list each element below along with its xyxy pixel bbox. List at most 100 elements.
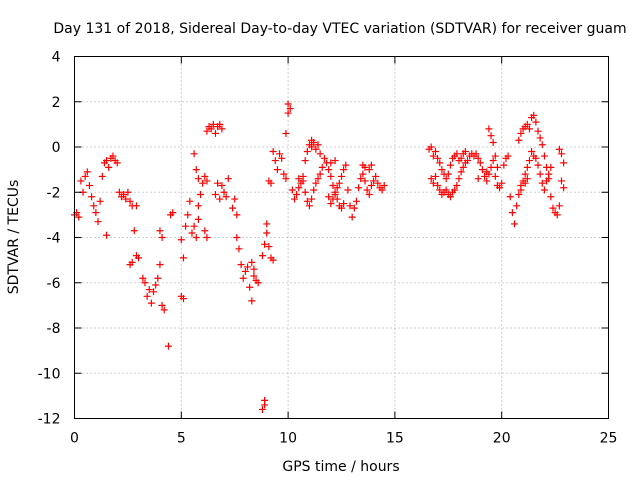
x-tick-label: 20	[493, 431, 511, 447]
data-point	[109, 152, 117, 160]
data-point	[258, 252, 266, 260]
data-point	[305, 202, 313, 210]
grid	[74, 56, 609, 419]
data-point	[156, 227, 164, 235]
data-point	[314, 141, 322, 149]
data-point	[478, 166, 486, 174]
data-point	[508, 209, 516, 217]
data-point	[545, 170, 553, 178]
data-point	[461, 148, 469, 156]
data-point	[555, 202, 563, 210]
data-point	[261, 240, 269, 248]
data-point	[329, 181, 337, 189]
x-tick-label: 15	[386, 431, 404, 447]
data-point	[438, 166, 446, 174]
data-point	[521, 179, 529, 187]
data-point	[291, 195, 299, 203]
data-point	[489, 157, 497, 165]
data-point	[216, 120, 224, 128]
data-point	[75, 213, 83, 221]
data-point	[192, 234, 200, 241]
data-point	[517, 129, 525, 137]
data-point	[446, 161, 454, 169]
data-point	[120, 191, 128, 199]
data-point	[122, 195, 130, 203]
data-point	[248, 297, 256, 305]
data-point	[273, 166, 281, 174]
data-point	[558, 177, 566, 185]
data-point	[218, 181, 226, 189]
data-point	[521, 170, 529, 178]
y-tick-label: -8	[47, 321, 61, 337]
data-point	[316, 170, 324, 178]
data-point	[244, 263, 252, 271]
x-axis-label: GPS time / hours	[282, 459, 399, 475]
data-point	[248, 258, 256, 266]
data-point	[218, 125, 226, 133]
data-point	[434, 154, 442, 162]
data-point	[169, 209, 177, 217]
data-point	[431, 148, 439, 156]
data-point	[442, 175, 450, 183]
data-point	[164, 342, 172, 350]
data-point	[158, 301, 166, 309]
data-point	[331, 191, 339, 199]
data-point	[282, 129, 290, 137]
data-point	[182, 222, 190, 230]
data-point	[239, 274, 247, 282]
data-point	[538, 179, 546, 187]
data-point	[158, 234, 166, 241]
data-point	[197, 191, 205, 199]
data-point	[194, 175, 202, 183]
data-point	[312, 179, 320, 187]
data-point	[233, 234, 241, 241]
data-point	[186, 197, 194, 205]
data-point	[184, 211, 192, 219]
data-point	[340, 166, 348, 174]
x-tick-label: 5	[177, 431, 186, 447]
data-point	[85, 181, 93, 189]
data-point	[536, 170, 544, 178]
data-point	[555, 145, 563, 153]
chart-title: Day 131 of 2018, Sidereal Day-to-day VTE…	[53, 21, 626, 37]
data-point	[344, 186, 352, 194]
data-point	[201, 227, 209, 235]
data-point	[363, 186, 371, 194]
data-point	[523, 163, 531, 171]
data-point	[530, 111, 538, 119]
data-point	[367, 161, 375, 169]
data-point	[528, 148, 536, 156]
data-point	[216, 195, 224, 203]
data-point	[340, 200, 348, 208]
y-tick-label: 2	[52, 95, 61, 111]
data-point	[258, 405, 266, 413]
data-point	[442, 186, 450, 194]
data-point	[190, 150, 198, 158]
data-point	[235, 245, 243, 253]
data-point	[288, 186, 296, 194]
data-point	[348, 213, 356, 221]
data-point	[481, 172, 489, 180]
data-point	[357, 175, 365, 183]
data-point	[540, 186, 548, 194]
data-point	[372, 172, 380, 180]
x-tick-label: 0	[70, 431, 79, 447]
data-point	[88, 193, 96, 201]
data-point	[220, 188, 228, 196]
data-point	[515, 136, 523, 144]
data-point	[346, 202, 354, 210]
data-point	[333, 184, 341, 192]
y-tick-label: 0	[52, 140, 61, 156]
data-point	[203, 127, 211, 135]
data-point	[338, 172, 345, 180]
data-point	[523, 175, 531, 183]
data-point	[263, 220, 271, 228]
data-point	[474, 154, 482, 162]
data-point	[331, 157, 339, 165]
data-point	[141, 279, 149, 287]
data-point	[246, 283, 254, 291]
data-points	[71, 100, 568, 413]
data-point	[500, 161, 508, 169]
